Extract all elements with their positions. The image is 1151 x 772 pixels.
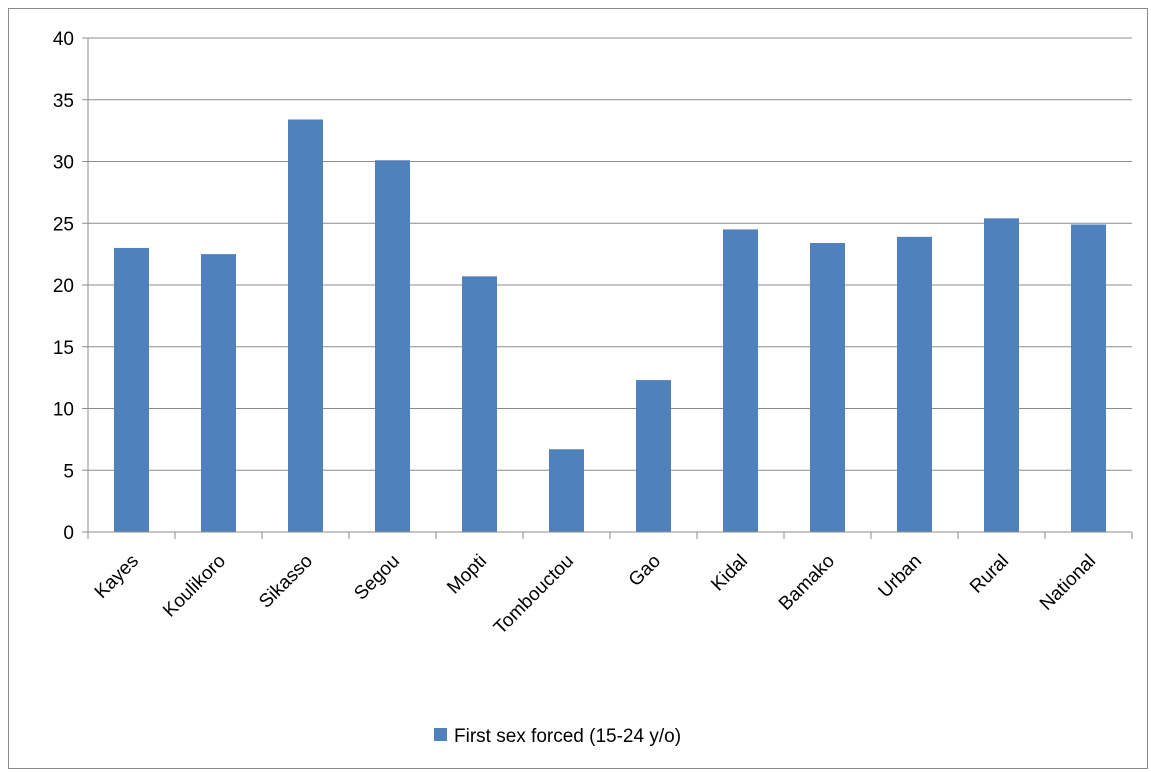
bar-rural: [984, 218, 1019, 532]
x-tick-label-kidal: Kidal: [707, 551, 752, 596]
x-tick-label-kayes: Kayes: [91, 551, 143, 603]
bar-kayes: [114, 247, 149, 532]
chart-frame: [8, 8, 1148, 769]
x-tick-label-koulikoro: Koulikoro: [159, 551, 230, 622]
bar-national: [1071, 224, 1106, 533]
x-tick-label-segou: Segou: [350, 551, 404, 605]
x-tick-label-urban: Urban: [875, 551, 926, 602]
bar-segou: [375, 160, 410, 532]
bar-koulikoro: [201, 254, 236, 532]
y-tick-label-20: 20: [53, 276, 74, 297]
y-tick-label-5: 5: [63, 461, 74, 482]
y-tick-label-35: 35: [53, 91, 74, 112]
bar-bamako: [810, 243, 845, 532]
axes: [82, 37, 1133, 539]
bar-sikasso: [288, 119, 323, 532]
gridlines: [88, 37, 1132, 471]
x-tick-label-mopti: Mopti: [443, 551, 491, 599]
x-tick-label-rural: Rural: [966, 551, 1013, 598]
y-tick-label-10: 10: [53, 400, 74, 421]
y-tick-label-40: 40: [53, 29, 74, 50]
x-tick-label-gao: Gao: [625, 551, 665, 591]
x-tick-label-tombouctou: Tombouctou: [490, 551, 578, 639]
y-tick-label-30: 30: [53, 153, 74, 174]
x-tick-label-bamako: Bamako: [775, 551, 839, 615]
x-tick-label-sikasso: Sikasso: [255, 551, 317, 613]
legend: First sex forced (15-24 y/o): [434, 726, 681, 747]
bar-gao: [636, 380, 671, 532]
legend-swatch: [434, 728, 447, 741]
bars: [114, 119, 1106, 533]
bar-kidal: [723, 229, 758, 533]
y-tick-label-15: 15: [53, 338, 74, 359]
bar-tombouctou: [549, 449, 584, 532]
legend-label: First sex forced (15-24 y/o): [454, 726, 681, 747]
y-tick-label-25: 25: [53, 214, 74, 235]
y-tick-label-0: 0: [63, 523, 74, 544]
x-tick-label-national: National: [1036, 551, 1100, 615]
bar-urban: [897, 236, 932, 532]
bar-mopti: [462, 276, 497, 532]
x-axis-tick-labels: Kayes Koulikoro Sikasso Segou MoptiTomboucto…: [91, 551, 1100, 639]
y-axis-tick-labels: 0 5 10 15 20 25 30 35 40: [53, 29, 74, 544]
